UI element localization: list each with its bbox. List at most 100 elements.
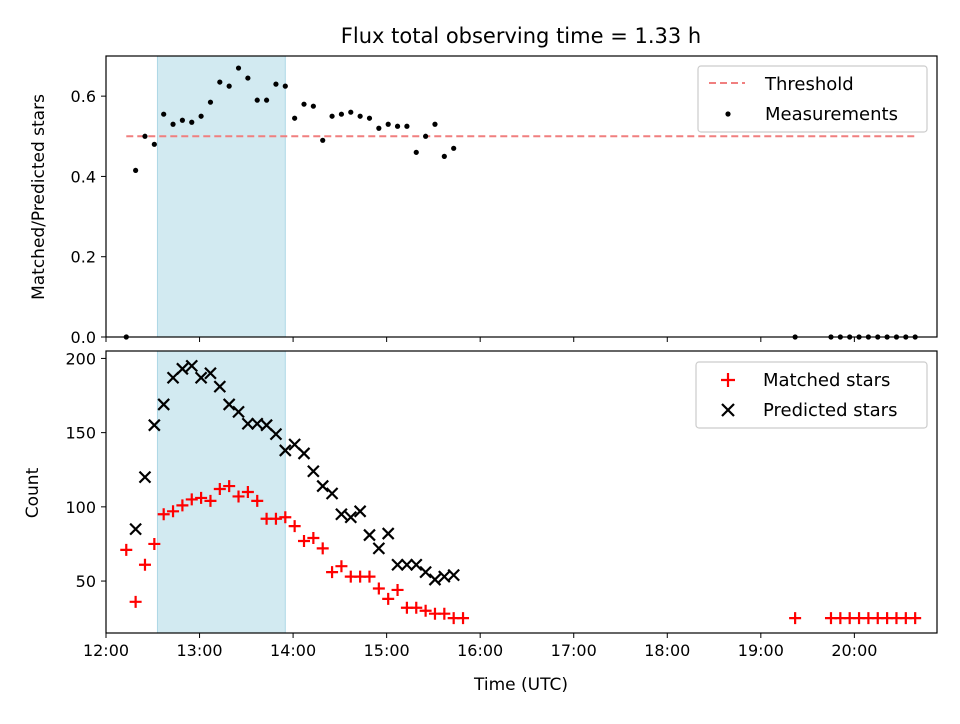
predicted-star-point	[185, 359, 199, 373]
top-y-axis: 0.0 0.2 0.4 0.6	[71, 87, 106, 347]
top-y-tick-label: 0.0	[71, 328, 96, 347]
top-legend: Threshold Measurements	[697, 65, 928, 133]
bottom-legend: Matched stars Predicted stars	[695, 361, 928, 429]
matched-star-point	[232, 490, 245, 503]
measurement-point	[451, 145, 457, 151]
x-tick-label: 20:00	[831, 641, 877, 660]
predicted-star-point	[222, 398, 236, 411]
bottom-plot-frame	[105, 350, 938, 634]
measurement-point	[170, 121, 176, 127]
matched-star-point	[204, 494, 217, 507]
measurement-point	[441, 153, 447, 159]
predicted-star-point	[269, 427, 283, 441]
matched-star-point	[157, 508, 170, 521]
measurement-point	[385, 121, 391, 127]
chart-title: Flux total observing time = 1.33 h	[341, 24, 701, 48]
top-y-tick-label: 0.2	[71, 248, 96, 267]
measurement-point	[151, 141, 157, 147]
measurement-point	[338, 111, 345, 117]
x-axis-label: Time (UTC)	[473, 675, 568, 695]
predicted-star-point	[381, 527, 395, 540]
matched-star-point	[223, 480, 236, 493]
predicted-star-point	[129, 522, 142, 536]
measurement-point	[357, 113, 363, 119]
predicted-star-point	[232, 405, 245, 419]
matched-star-point	[335, 560, 348, 573]
top-panel: 0.0 0.2 0.4 0.6 Matched/Predicted stars Thr…	[29, 55, 938, 347]
measurement-point	[263, 97, 270, 103]
matched-star-point	[288, 520, 301, 533]
matched-star-point	[167, 505, 180, 518]
predicted-star-point	[176, 362, 189, 376]
matched-star-point	[120, 543, 133, 556]
measurement-point	[254, 97, 260, 103]
matched-star-point	[129, 595, 142, 608]
predicted-star-point	[279, 444, 292, 457]
matched-star-point	[213, 483, 226, 496]
measurement-point	[161, 111, 167, 117]
predicted-star-point	[419, 565, 432, 579]
matched-star-point	[298, 534, 311, 547]
measurement-point	[376, 125, 382, 131]
measurement-point	[423, 133, 429, 139]
matched-star-point	[457, 612, 470, 625]
measurement-point	[226, 83, 232, 89]
matched-star-point	[909, 612, 922, 625]
matched-star-point	[419, 604, 432, 617]
predicted-star-point	[363, 528, 376, 542]
bottom-y-tick-label: 150	[65, 424, 96, 443]
measurement-point	[282, 83, 288, 89]
measurement-point	[198, 113, 204, 119]
matched-star-point	[382, 592, 395, 605]
measurement-point	[310, 103, 316, 109]
legend-predicted-label: Predicted stars	[763, 400, 897, 421]
bottom-panel: 50 100 150 200 12:00 13:00 14:00 15:00 16:00 17:…	[23, 349, 938, 695]
matched-star-point	[438, 607, 451, 620]
x-tick-label: 14:00	[270, 641, 316, 660]
measurement-point	[142, 133, 148, 139]
top-y-axis-label: Matched/Predicted stars	[29, 94, 49, 300]
bottom-y-tick-label: 50	[76, 572, 96, 591]
legend-matched-label: Matched stars	[763, 370, 890, 391]
matched-star-point	[391, 583, 404, 596]
predicted-star-point	[241, 417, 255, 431]
matched-star-point	[307, 532, 320, 545]
measurement-point	[320, 137, 326, 143]
x-tick-label: 18:00	[644, 641, 690, 660]
matched-star-point	[410, 601, 423, 614]
matched-star-point	[372, 582, 385, 595]
bottom-x-axis: 12:00 13:00 14:00 15:00 16:00 17:00 18:00 19:00…	[83, 633, 877, 660]
top-x-axis	[105, 337, 855, 342]
legend-matched-swatch	[721, 373, 735, 387]
matched-star-point	[269, 512, 282, 525]
predicted-star-point	[213, 380, 227, 393]
predicted-star-point	[409, 558, 423, 572]
bottom-y-axis-label: Count	[23, 467, 43, 518]
bottom-shaded-span	[156, 350, 286, 634]
x-tick-label: 12:00	[83, 641, 129, 660]
matched-star-point	[138, 558, 151, 571]
matched-star-point	[241, 486, 254, 498]
x-tick-label: 13:00	[176, 641, 222, 660]
matched-stars-series	[120, 480, 922, 625]
measurement-point	[404, 123, 410, 129]
predicted-star-point	[325, 487, 339, 500]
matched-star-point	[316, 542, 329, 555]
predicted-star-point	[148, 418, 161, 432]
predicted-star-point	[194, 371, 208, 384]
predicted-star-point	[316, 479, 329, 493]
matched-star-point	[176, 499, 189, 512]
measurements-series	[123, 65, 918, 340]
x-tick-label: 15:00	[364, 641, 410, 660]
predicted-star-point	[138, 470, 152, 484]
predicted-stars-series	[129, 359, 460, 586]
predicted-star-point	[335, 507, 348, 521]
measurement-point	[217, 79, 223, 85]
top-legend-box	[697, 65, 928, 133]
predicted-star-point	[307, 464, 320, 478]
top-y-tick-label: 0.4	[71, 167, 96, 186]
x-tick-label: 17:00	[551, 641, 597, 660]
measurement-point	[329, 113, 335, 119]
legend-predicted-swatch	[721, 403, 735, 417]
